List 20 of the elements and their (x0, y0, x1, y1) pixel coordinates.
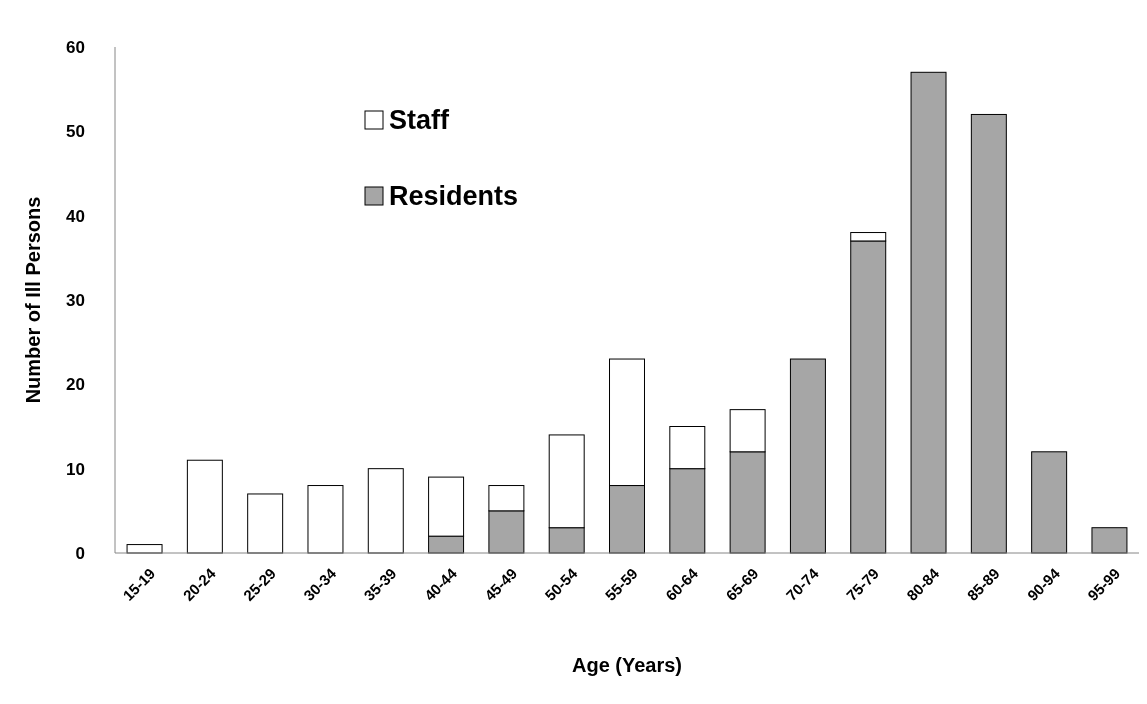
y-tick-label: 10 (66, 459, 85, 479)
bar (247, 493, 284, 554)
y-tick-label: 30 (66, 290, 85, 310)
y-tick-label: 50 (66, 122, 85, 142)
legend-label: Residents (389, 181, 519, 212)
bar (789, 358, 826, 554)
y-tick-label: 0 (75, 543, 85, 563)
bar (186, 459, 223, 554)
legend-label: Staff (389, 105, 451, 136)
bar (970, 113, 1007, 554)
y-tick-label: 40 (66, 206, 85, 226)
bar (910, 71, 947, 554)
bar (367, 468, 404, 554)
y-axis-title: Number of Ill Persons (22, 196, 44, 404)
x-axis-title: Age (Years) (571, 654, 683, 676)
bar (1031, 451, 1068, 554)
y-tick-label: 20 (66, 375, 85, 395)
bar (307, 485, 344, 554)
bar (1091, 527, 1128, 554)
y-tick-label: 60 (66, 37, 85, 57)
